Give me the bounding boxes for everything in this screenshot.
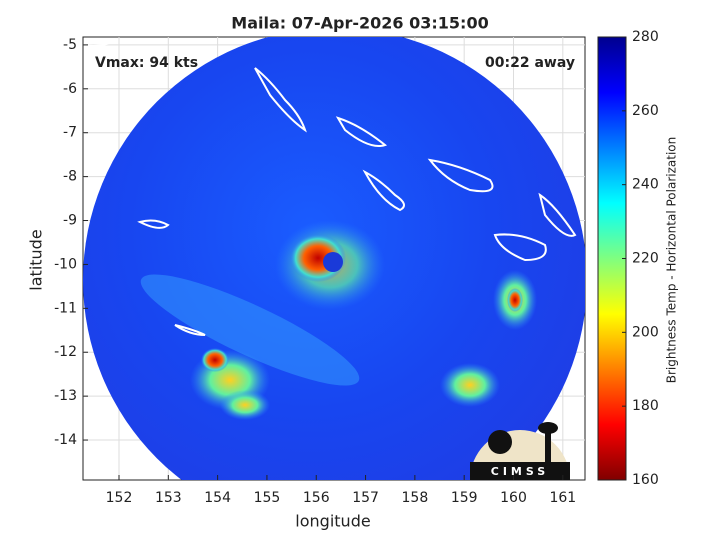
x-tick-label: 161 <box>549 490 576 506</box>
colorbar-tick-label: 240 <box>632 177 659 193</box>
y-tick-label: -13 <box>54 388 77 404</box>
x-tick-label: 152 <box>106 490 133 506</box>
y-tick-label: -10 <box>54 256 77 272</box>
logo: CIMSS <box>470 422 570 480</box>
x-tick-label: 160 <box>500 490 527 506</box>
y-tick-label: -8 <box>63 169 77 185</box>
colorbar-tick-label: 260 <box>632 103 659 119</box>
logo-text: CIMSS <box>491 465 549 478</box>
y-tick-label: -9 <box>63 213 77 229</box>
x-tick-label: 159 <box>451 490 478 506</box>
colorbar-tick-label: 200 <box>632 324 659 340</box>
x-tick-label: 154 <box>204 490 231 506</box>
x-tick-label: 155 <box>254 490 281 506</box>
x-axis-label: longitude <box>295 512 370 531</box>
x-tick-label: 157 <box>352 490 379 506</box>
y-tick-label: -12 <box>54 344 77 360</box>
y-tick-label: -7 <box>63 125 77 141</box>
colorbar-label: Brightness Temp - Horizontal Polarizatio… <box>665 137 679 384</box>
colorbar-tick-label: 180 <box>632 398 659 414</box>
x-tick-label: 153 <box>155 490 182 506</box>
y-axis-label: latitude <box>27 229 46 290</box>
y-tick-label: -14 <box>54 432 77 448</box>
colorbar <box>597 36 627 481</box>
y-tick-label: -11 <box>54 300 77 316</box>
colorbar-tick-label: 280 <box>632 29 659 45</box>
y-tick-label: -5 <box>63 37 77 53</box>
vmax-label: Vmax: 94 kts <box>95 55 198 71</box>
x-tick-label: 156 <box>303 490 330 506</box>
x-tick-label: 158 <box>402 490 429 506</box>
chart-title: Maila: 07-Apr-2026 03:15:00 <box>231 14 488 33</box>
colorbar-tick-label: 160 <box>632 472 659 488</box>
colorbar-tick-label: 220 <box>632 251 659 267</box>
satellite-image <box>83 37 585 480</box>
time-away-label: 00:22 away <box>485 55 575 71</box>
y-tick-label: -6 <box>63 81 77 97</box>
